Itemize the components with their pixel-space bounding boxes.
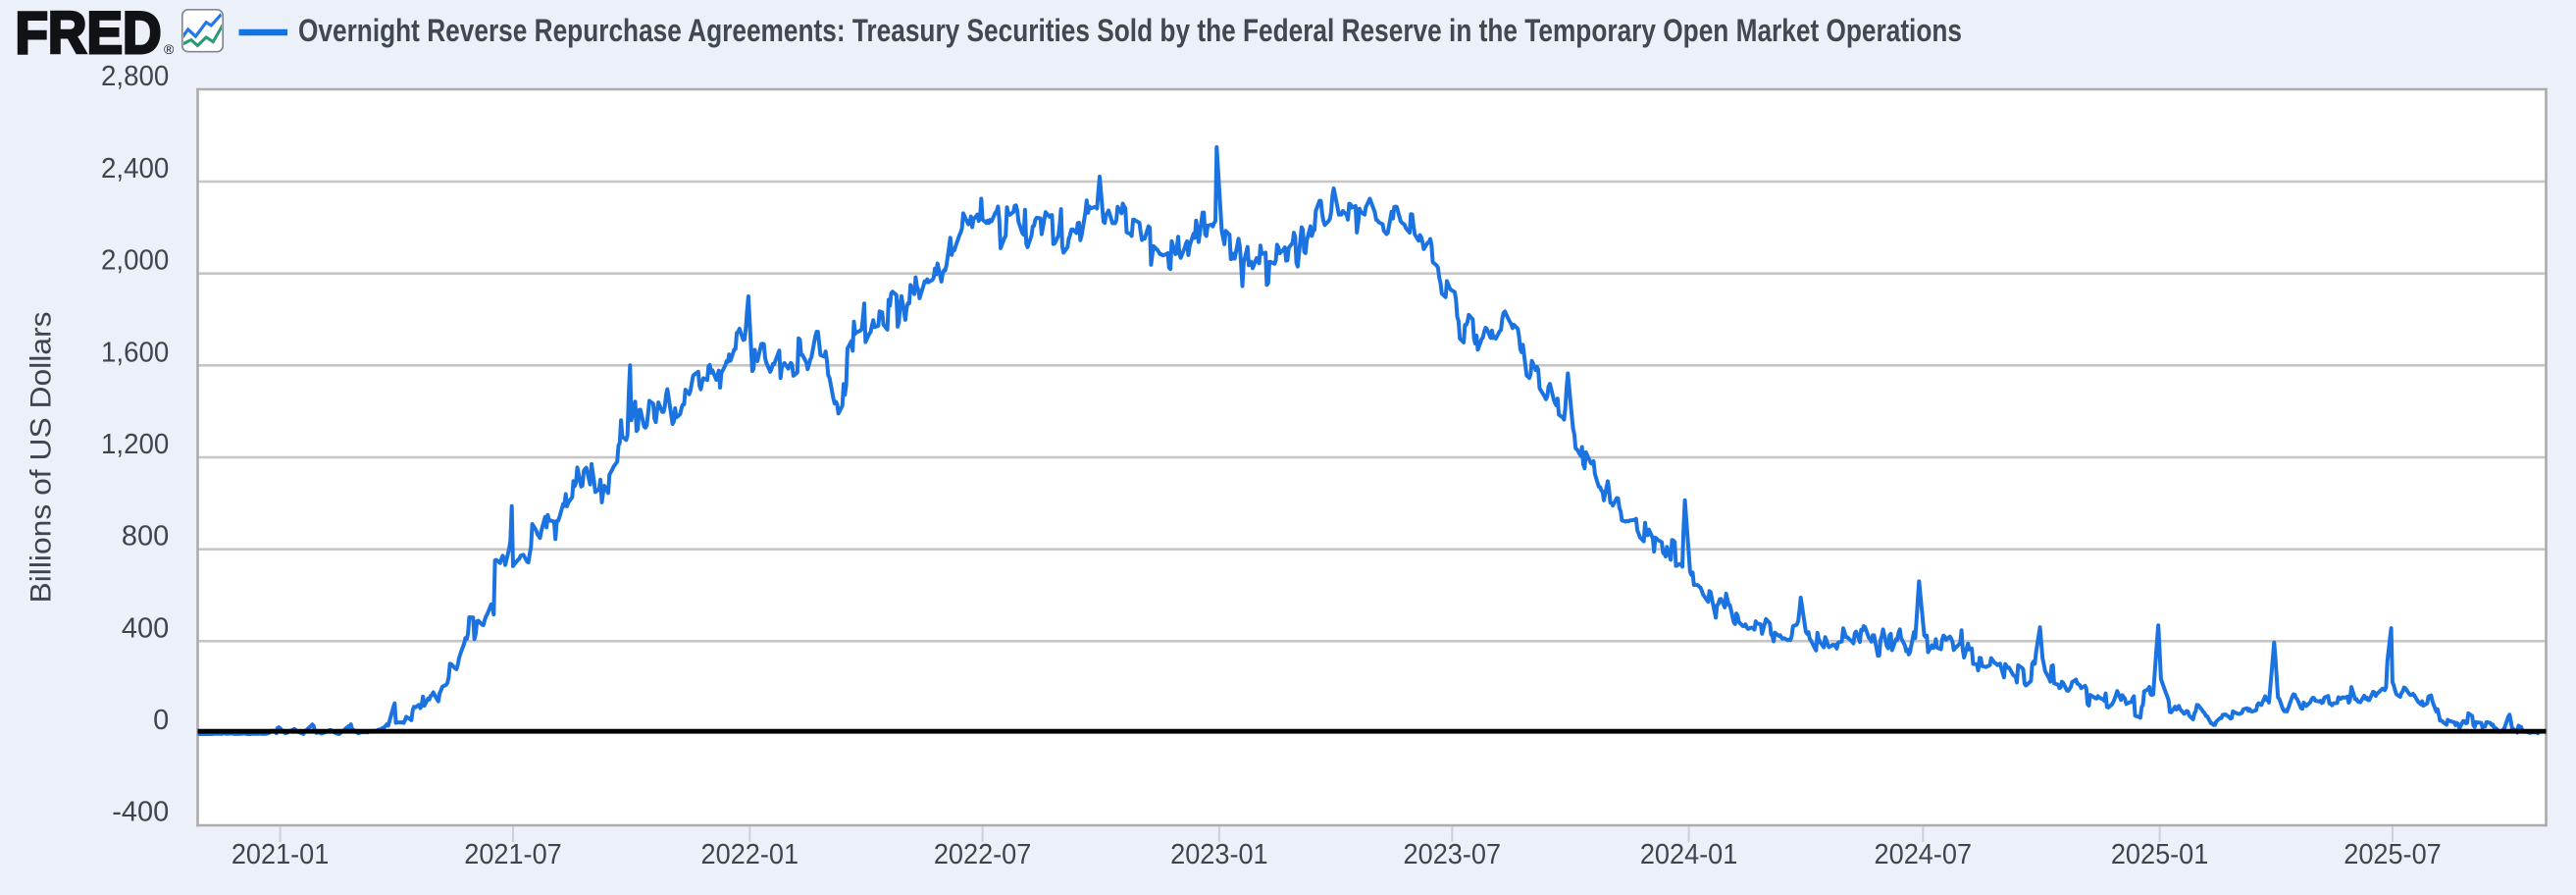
svg-text:2025-01: 2025-01: [2111, 839, 2209, 870]
svg-text:0: 0: [153, 705, 169, 736]
svg-text:Overnight Reverse Repurchase A: Overnight Reverse Repurchase Agreements:…: [298, 13, 1962, 48]
svg-text:FRED: FRED: [16, 0, 162, 66]
svg-text:400: 400: [122, 612, 169, 644]
svg-text:Billions of US Dollars: Billions of US Dollars: [26, 312, 58, 604]
svg-text:2023-07: 2023-07: [1404, 839, 1502, 870]
svg-text:2022-01: 2022-01: [701, 839, 799, 870]
svg-text:-400: -400: [112, 797, 169, 828]
svg-text:2,000: 2,000: [101, 245, 169, 277]
svg-text:2021-07: 2021-07: [464, 839, 562, 870]
svg-text:2025-07: 2025-07: [2344, 839, 2442, 870]
svg-text:2021-01: 2021-01: [232, 839, 330, 870]
svg-text:1,600: 1,600: [101, 337, 169, 368]
svg-text:®: ®: [164, 41, 175, 57]
svg-text:2024-07: 2024-07: [1875, 839, 1973, 870]
svg-text:1,200: 1,200: [101, 429, 169, 460]
svg-text:2,800: 2,800: [101, 61, 169, 92]
svg-text:2023-01: 2023-01: [1170, 839, 1268, 870]
svg-text:2024-01: 2024-01: [1640, 839, 1738, 870]
svg-text:800: 800: [122, 521, 169, 553]
svg-text:2,400: 2,400: [101, 153, 169, 184]
svg-text:2022-07: 2022-07: [934, 839, 1032, 870]
